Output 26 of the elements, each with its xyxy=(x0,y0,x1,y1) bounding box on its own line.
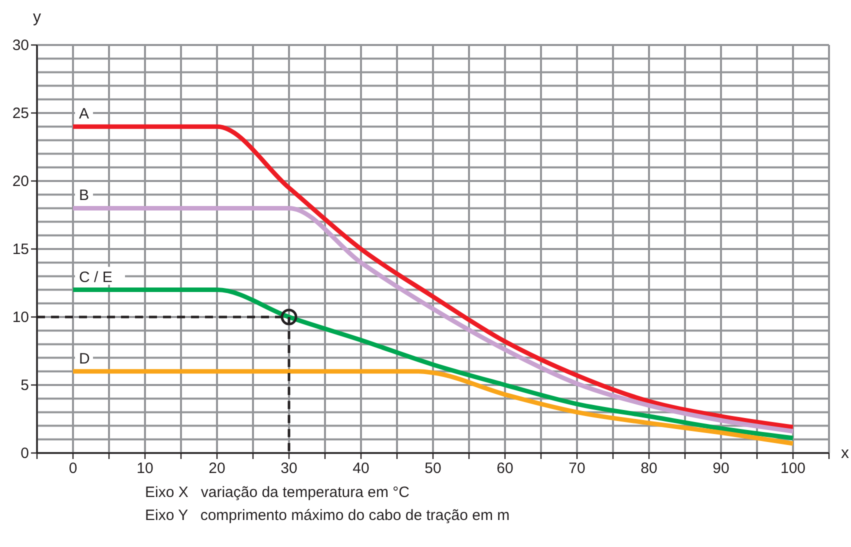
text: Eixo X variação da temperatura em °C xyxy=(145,484,410,501)
x-tick-label: 70 xyxy=(568,460,586,477)
y-tick-label: 25 xyxy=(12,105,29,122)
y-tick-label: 10 xyxy=(12,309,29,326)
series-label: B xyxy=(79,187,90,204)
x-tick-label: 80 xyxy=(640,460,658,477)
x-tick-label: 0 xyxy=(68,460,78,477)
x-tick-label: 10 xyxy=(136,460,154,477)
x-tick-label: 100 xyxy=(780,460,806,477)
y-tick-label: 15 xyxy=(12,241,29,258)
series-label: C / E xyxy=(79,268,112,286)
series-label: A xyxy=(79,106,90,123)
x-tick-label: 20 xyxy=(208,460,226,477)
x-tick-label: 90 xyxy=(712,460,730,477)
x-tick-label: 50 xyxy=(424,460,442,477)
x-tick-label: 40 xyxy=(352,460,370,477)
y-tick-label: 5 xyxy=(20,377,29,394)
x-axis-title: x xyxy=(841,445,849,462)
y-tick-label: 30 xyxy=(12,37,29,54)
series-label: D xyxy=(79,350,90,368)
y-axis-title: y xyxy=(33,9,41,26)
x-tick-label: 30 xyxy=(280,460,298,477)
text: Eixo Y comprimento máximo do cabo de tração em m xyxy=(145,507,510,524)
x-tick-label: 60 xyxy=(496,460,514,477)
y-tick-label: 20 xyxy=(12,173,29,190)
y-tick-label: 0 xyxy=(20,445,29,462)
